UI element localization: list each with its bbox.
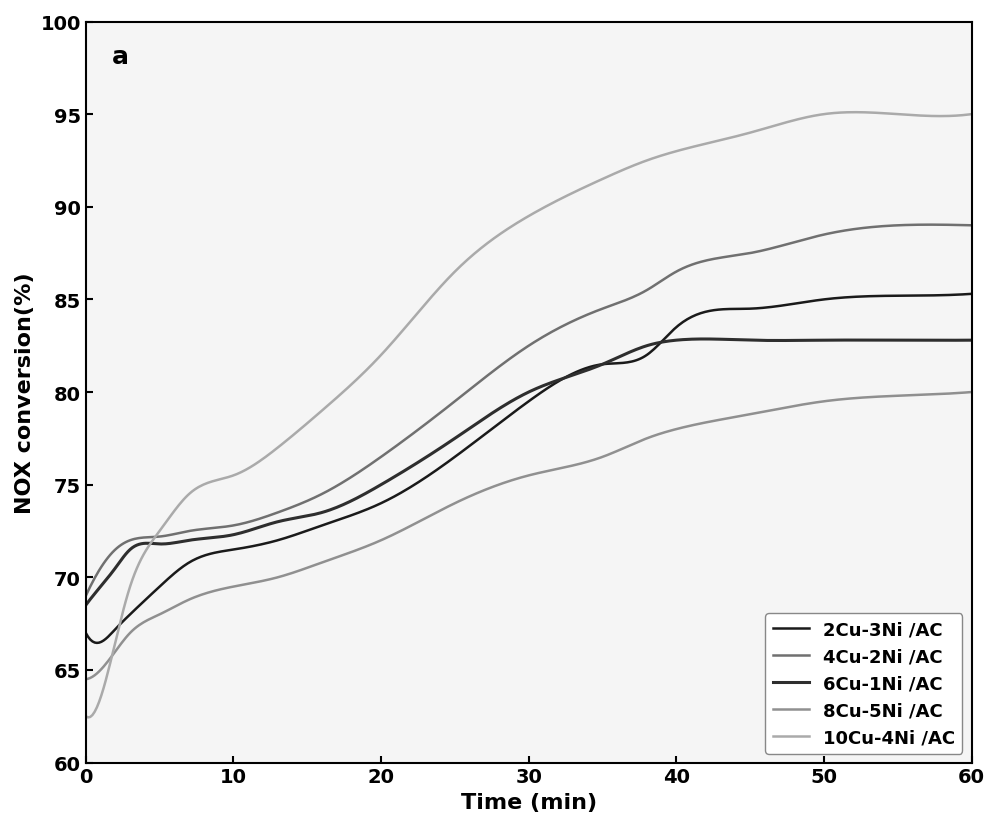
- 2Cu-3Ni /AC: [726, 304, 738, 314]
- 10Cu-4Ni /AC: [639, 157, 651, 167]
- Y-axis label: NOX conversion(%): NOX conversion(%): [15, 272, 35, 514]
- 6Cu-1Ni /AC: [726, 335, 738, 345]
- 10Cu-4Ni /AC: [726, 133, 738, 143]
- 4Cu-2Ni /AC: [368, 457, 380, 467]
- 8Cu-5Ni /AC: [724, 414, 736, 423]
- 4Cu-2Ni /AC: [186, 526, 198, 536]
- 8Cu-5Ni /AC: [637, 435, 649, 445]
- 6Cu-1Ni /AC: [431, 446, 443, 456]
- 6Cu-1Ni /AC: [186, 535, 198, 545]
- 4Cu-2Ni /AC: [724, 252, 736, 262]
- 10Cu-4Ni /AC: [371, 356, 383, 366]
- Line: 4Cu-2Ni /AC: 4Cu-2Ni /AC: [86, 226, 972, 596]
- 8Cu-5Ni /AC: [719, 414, 731, 424]
- X-axis label: Time (min): Time (min): [461, 792, 597, 812]
- Legend: 2Cu-3Ni /AC, 4Cu-2Ni /AC, 6Cu-1Ni /AC, 8Cu-5Ni /AC, 10Cu-4Ni /AC: 2Cu-3Ni /AC, 4Cu-2Ni /AC, 6Cu-1Ni /AC, 8…: [765, 614, 962, 753]
- 6Cu-1Ni /AC: [80, 600, 92, 610]
- 10Cu-4Ni /AC: [850, 108, 862, 118]
- 4Cu-2Ni /AC: [923, 221, 935, 231]
- 8Cu-5Ni /AC: [368, 538, 380, 548]
- 4Cu-2Ni /AC: [719, 253, 731, 263]
- 2Cu-3Ni /AC: [80, 629, 92, 638]
- Line: 2Cu-3Ni /AC: 2Cu-3Ni /AC: [86, 294, 972, 643]
- 6Cu-1Ni /AC: [721, 335, 733, 345]
- 10Cu-4Ni /AC: [82, 713, 94, 723]
- 10Cu-4Ni /AC: [433, 284, 445, 294]
- Line: 8Cu-5Ni /AC: 8Cu-5Ni /AC: [86, 393, 972, 680]
- 6Cu-1Ni /AC: [966, 336, 978, 346]
- 2Cu-3Ni /AC: [91, 638, 103, 648]
- 6Cu-1Ni /AC: [368, 484, 380, 494]
- 8Cu-5Ni /AC: [80, 675, 92, 685]
- 2Cu-3Ni /AC: [639, 351, 651, 361]
- 4Cu-2Ni /AC: [637, 288, 649, 298]
- 10Cu-4Ni /AC: [721, 134, 733, 144]
- 2Cu-3Ni /AC: [966, 289, 978, 299]
- 8Cu-5Ni /AC: [186, 594, 198, 604]
- 8Cu-5Ni /AC: [431, 508, 443, 518]
- 4Cu-2Ni /AC: [966, 221, 978, 231]
- 10Cu-4Ni /AC: [966, 110, 978, 120]
- 6Cu-1Ni /AC: [637, 342, 649, 352]
- 2Cu-3Ni /AC: [433, 464, 445, 474]
- 4Cu-2Ni /AC: [80, 591, 92, 601]
- 2Cu-3Ni /AC: [721, 304, 733, 314]
- 10Cu-4Ni /AC: [189, 485, 201, 495]
- 4Cu-2Ni /AC: [431, 411, 443, 421]
- 6Cu-1Ni /AC: [699, 335, 711, 345]
- Text: a: a: [112, 45, 129, 69]
- 2Cu-3Ni /AC: [371, 500, 383, 510]
- 2Cu-3Ni /AC: [189, 555, 201, 565]
- 10Cu-4Ni /AC: [80, 711, 92, 721]
- 8Cu-5Ni /AC: [966, 388, 978, 398]
- Line: 6Cu-1Ni /AC: 6Cu-1Ni /AC: [86, 340, 972, 605]
- Line: 10Cu-4Ni /AC: 10Cu-4Ni /AC: [86, 113, 972, 718]
